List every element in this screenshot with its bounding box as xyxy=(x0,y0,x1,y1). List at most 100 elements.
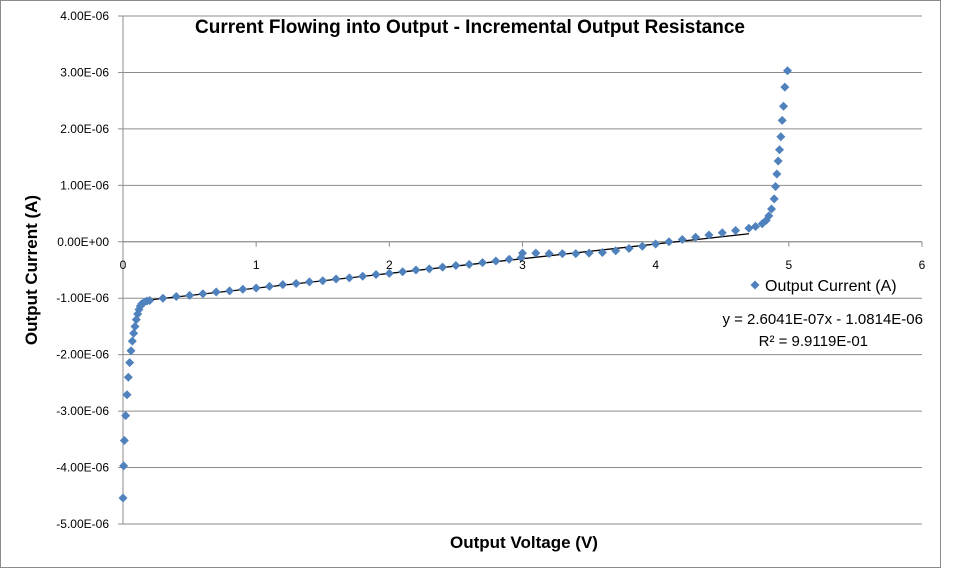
trendline-equation: y = 2.6041E-07x - 1.0814E-06 xyxy=(722,311,923,328)
data-point xyxy=(130,321,140,331)
y-tick-label: 0.00E+00 xyxy=(57,235,109,249)
data-point xyxy=(198,289,208,299)
data-point xyxy=(637,241,647,251)
data-point xyxy=(731,225,741,235)
data-point xyxy=(424,264,434,274)
legend: Output Current (A) xyxy=(750,278,897,295)
data-point xyxy=(318,276,328,286)
data-point xyxy=(127,336,137,346)
data-point xyxy=(123,372,133,382)
x-tick-label: 3 xyxy=(519,258,526,272)
tick-labels: -5.00E-06 -4.00E-06 -3.00E-06 -2.00E-06 -1.0… xyxy=(56,9,925,531)
y-tick-label: 2.00E-06 xyxy=(60,122,109,136)
scatter-chart: -5.00E-06 -4.00E-06 -3.00E-06 -2.00E-06 -1.0… xyxy=(22,9,926,552)
data-point xyxy=(185,290,195,300)
y-tick-label: 4.00E-06 xyxy=(60,9,109,23)
chart-frame xyxy=(0,0,941,568)
data-point xyxy=(358,271,368,281)
data-point xyxy=(767,204,777,214)
data-point xyxy=(769,194,779,204)
data-point xyxy=(544,249,554,259)
x-axis-title: Output Voltage (V) xyxy=(450,533,598,552)
data-point xyxy=(775,145,785,155)
data-point xyxy=(744,223,754,233)
data-point xyxy=(118,493,128,503)
data-point xyxy=(451,260,461,270)
data-point xyxy=(771,181,781,191)
data-point xyxy=(126,346,136,356)
data-point xyxy=(371,270,381,280)
data-point xyxy=(344,273,354,283)
data-point xyxy=(304,277,314,287)
data-point xyxy=(491,256,501,266)
data-point xyxy=(557,249,567,259)
data-point xyxy=(331,274,341,284)
data-point xyxy=(704,230,714,240)
data-point xyxy=(264,281,274,291)
data-point xyxy=(611,246,621,256)
y-tick-label: -4.00E-06 xyxy=(56,461,109,475)
data-point xyxy=(504,254,514,264)
legend-label: Output Current (A) xyxy=(765,278,897,295)
data-point xyxy=(122,390,132,400)
trendline xyxy=(149,233,749,301)
data-point xyxy=(772,169,782,179)
data-point xyxy=(411,265,421,275)
data-point xyxy=(119,461,129,471)
y-tick-label: -1.00E-06 xyxy=(56,291,109,305)
legend-marker xyxy=(750,280,760,290)
data-point xyxy=(278,280,288,290)
data-point xyxy=(145,295,155,305)
y-axis-title: Output Current (A) xyxy=(22,195,41,345)
data-point xyxy=(584,248,594,258)
trendline-line xyxy=(149,233,749,301)
data-point xyxy=(121,411,131,421)
data-point xyxy=(129,328,139,338)
data-point xyxy=(464,259,474,269)
data-point xyxy=(776,132,786,142)
data-point xyxy=(773,156,783,166)
data-point xyxy=(651,239,661,249)
data-point xyxy=(158,293,168,303)
y-tick-label: 1.00E-06 xyxy=(60,178,109,192)
data-point xyxy=(691,232,701,242)
data-point xyxy=(717,228,727,238)
data-point xyxy=(571,249,581,259)
x-tick-label: 1 xyxy=(253,258,260,272)
data-point xyxy=(518,248,527,258)
data-point xyxy=(384,268,394,278)
x-tick-label: 2 xyxy=(386,258,393,272)
x-tick-label: 5 xyxy=(785,258,792,272)
data-point xyxy=(664,237,674,247)
data-point xyxy=(225,286,235,296)
y-tick-label: 3.00E-06 xyxy=(60,65,109,79)
data-point xyxy=(597,248,607,258)
data-point xyxy=(777,115,787,125)
data-points xyxy=(118,66,793,503)
data-point xyxy=(125,358,135,368)
data-point xyxy=(531,248,541,258)
y-tick-label: -3.00E-06 xyxy=(56,404,109,418)
data-point xyxy=(251,283,261,293)
y-tick-label: -2.00E-06 xyxy=(56,348,109,362)
data-point xyxy=(438,262,448,272)
x-tick-label: 6 xyxy=(919,258,926,272)
data-point xyxy=(171,292,181,302)
x-tick-label: 0 xyxy=(120,258,127,272)
data-point xyxy=(783,66,793,76)
data-point xyxy=(624,244,634,254)
data-point xyxy=(291,279,301,289)
data-point xyxy=(398,267,408,277)
y-tick-label: -5.00E-06 xyxy=(56,517,109,531)
data-point xyxy=(238,284,248,294)
chart-title: Current Flowing into Output - Incrementa… xyxy=(195,17,745,38)
data-point xyxy=(119,435,129,445)
data-point xyxy=(677,235,687,245)
data-point xyxy=(478,258,488,268)
data-point xyxy=(780,82,790,92)
trendline-r-squared: R² = 9.9119E-01 xyxy=(759,333,868,350)
x-tick-label: 4 xyxy=(652,258,659,272)
data-point xyxy=(764,211,774,221)
data-point xyxy=(779,101,789,111)
data-point xyxy=(211,287,221,297)
